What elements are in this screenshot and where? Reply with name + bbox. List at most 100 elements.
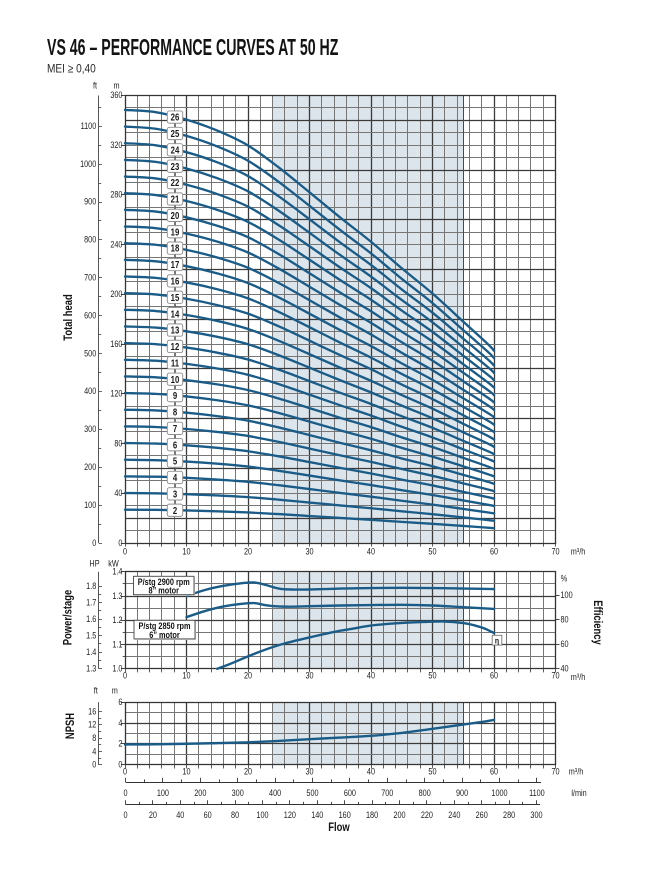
- svg-text:180: 180: [366, 810, 379, 820]
- svg-text:900: 900: [456, 789, 469, 799]
- svg-text:12: 12: [171, 341, 180, 352]
- svg-text:80: 80: [560, 615, 568, 625]
- svg-text:Power/stage: Power/stage: [61, 590, 74, 646]
- svg-text:m³/h: m³/h: [571, 672, 586, 682]
- svg-text:Total head: Total head: [62, 294, 75, 340]
- svg-text:1.1: 1.1: [112, 640, 122, 650]
- svg-text:280: 280: [503, 810, 516, 820]
- svg-text:60: 60: [204, 810, 212, 820]
- svg-text:70: 70: [551, 671, 559, 681]
- svg-text:360: 360: [110, 91, 123, 101]
- svg-text:8” motor: 8” motor: [149, 585, 180, 596]
- svg-text:500: 500: [306, 789, 319, 799]
- svg-text:0: 0: [118, 538, 122, 548]
- svg-text:Efficiency: Efficiency: [591, 600, 604, 645]
- svg-text:19: 19: [171, 227, 180, 238]
- svg-text:4: 4: [118, 718, 122, 728]
- svg-text:0: 0: [123, 789, 127, 799]
- svg-text:1.4: 1.4: [112, 567, 122, 577]
- svg-text:900: 900: [84, 197, 97, 207]
- svg-text:22: 22: [171, 177, 180, 188]
- svg-text:6: 6: [118, 697, 122, 707]
- svg-text:6: 6: [173, 439, 177, 450]
- svg-text:25: 25: [171, 128, 180, 139]
- svg-text:300: 300: [232, 789, 245, 799]
- svg-text:1.7: 1.7: [86, 598, 96, 608]
- svg-text:100: 100: [256, 810, 269, 820]
- svg-text:16: 16: [88, 707, 96, 717]
- svg-text:16: 16: [171, 276, 180, 287]
- svg-text:1000: 1000: [80, 159, 97, 169]
- svg-text:70: 70: [551, 547, 559, 557]
- svg-text:8: 8: [173, 407, 177, 418]
- svg-text:20: 20: [244, 671, 252, 681]
- svg-text:30: 30: [305, 767, 313, 777]
- svg-text:30: 30: [305, 547, 313, 557]
- svg-text:m³/h: m³/h: [571, 547, 586, 557]
- svg-text:17: 17: [171, 259, 180, 270]
- svg-text:600: 600: [84, 311, 97, 321]
- svg-text:40: 40: [114, 488, 122, 498]
- svg-text:20: 20: [244, 767, 252, 777]
- svg-text:100: 100: [84, 500, 97, 510]
- svg-text:600: 600: [344, 789, 357, 799]
- svg-text:800: 800: [84, 235, 97, 245]
- svg-text:Flow: Flow: [328, 821, 350, 834]
- svg-text:m³/h: m³/h: [569, 767, 584, 777]
- svg-text:VS 46 – PERFORMANCE CURVES AT: VS 46 – PERFORMANCE CURVES AT 50 HZ: [47, 36, 339, 61]
- svg-text:2: 2: [118, 739, 122, 749]
- svg-text:1100: 1100: [81, 121, 97, 131]
- svg-text:10: 10: [182, 671, 190, 681]
- svg-text:320: 320: [110, 140, 123, 150]
- svg-text:700: 700: [381, 789, 394, 799]
- svg-text:70: 70: [551, 767, 559, 777]
- svg-text:1.4: 1.4: [86, 647, 96, 657]
- svg-text:200: 200: [110, 289, 123, 299]
- svg-text:η: η: [495, 636, 499, 646]
- svg-text:60: 60: [490, 767, 498, 777]
- svg-text:0: 0: [123, 810, 127, 820]
- svg-text:20: 20: [171, 210, 180, 221]
- svg-text:7: 7: [173, 423, 177, 434]
- svg-text:30: 30: [305, 671, 313, 681]
- svg-text:5: 5: [173, 456, 177, 467]
- svg-text:220: 220: [421, 810, 434, 820]
- svg-text:m: m: [113, 81, 119, 91]
- svg-text:20: 20: [244, 547, 252, 557]
- svg-text:1.5: 1.5: [86, 631, 96, 641]
- svg-text:0: 0: [92, 538, 96, 548]
- svg-text:500: 500: [84, 349, 97, 359]
- svg-text:40: 40: [367, 671, 375, 681]
- svg-text:120: 120: [110, 389, 123, 399]
- svg-text:1000: 1000: [491, 789, 508, 799]
- svg-text:300: 300: [84, 424, 97, 434]
- svg-text:15: 15: [171, 292, 180, 303]
- svg-text:100: 100: [157, 789, 170, 799]
- svg-text:4: 4: [173, 472, 177, 483]
- svg-text:120: 120: [284, 810, 297, 820]
- svg-text:26: 26: [171, 112, 180, 123]
- svg-text:1.6: 1.6: [86, 614, 96, 624]
- svg-text:80: 80: [114, 439, 122, 449]
- svg-text:280: 280: [110, 190, 123, 200]
- svg-text:80: 80: [231, 810, 239, 820]
- svg-text:200: 200: [84, 462, 97, 472]
- svg-text:10: 10: [182, 767, 190, 777]
- svg-text:50: 50: [428, 547, 436, 557]
- svg-text:%: %: [561, 574, 568, 584]
- svg-text:l/min: l/min: [571, 789, 587, 799]
- svg-text:1.8: 1.8: [86, 581, 96, 591]
- svg-text:1100: 1100: [529, 789, 545, 799]
- svg-text:50: 50: [428, 767, 436, 777]
- svg-text:200: 200: [194, 789, 207, 799]
- svg-text:200: 200: [393, 810, 406, 820]
- svg-text:24: 24: [171, 145, 180, 156]
- svg-text:14: 14: [171, 308, 180, 319]
- svg-text:0: 0: [123, 547, 127, 557]
- svg-text:4: 4: [92, 747, 96, 757]
- svg-text:140: 140: [311, 810, 324, 820]
- svg-text:1.3: 1.3: [86, 664, 96, 674]
- svg-text:300: 300: [530, 810, 543, 820]
- svg-text:12: 12: [88, 720, 96, 730]
- svg-text:10: 10: [171, 374, 180, 385]
